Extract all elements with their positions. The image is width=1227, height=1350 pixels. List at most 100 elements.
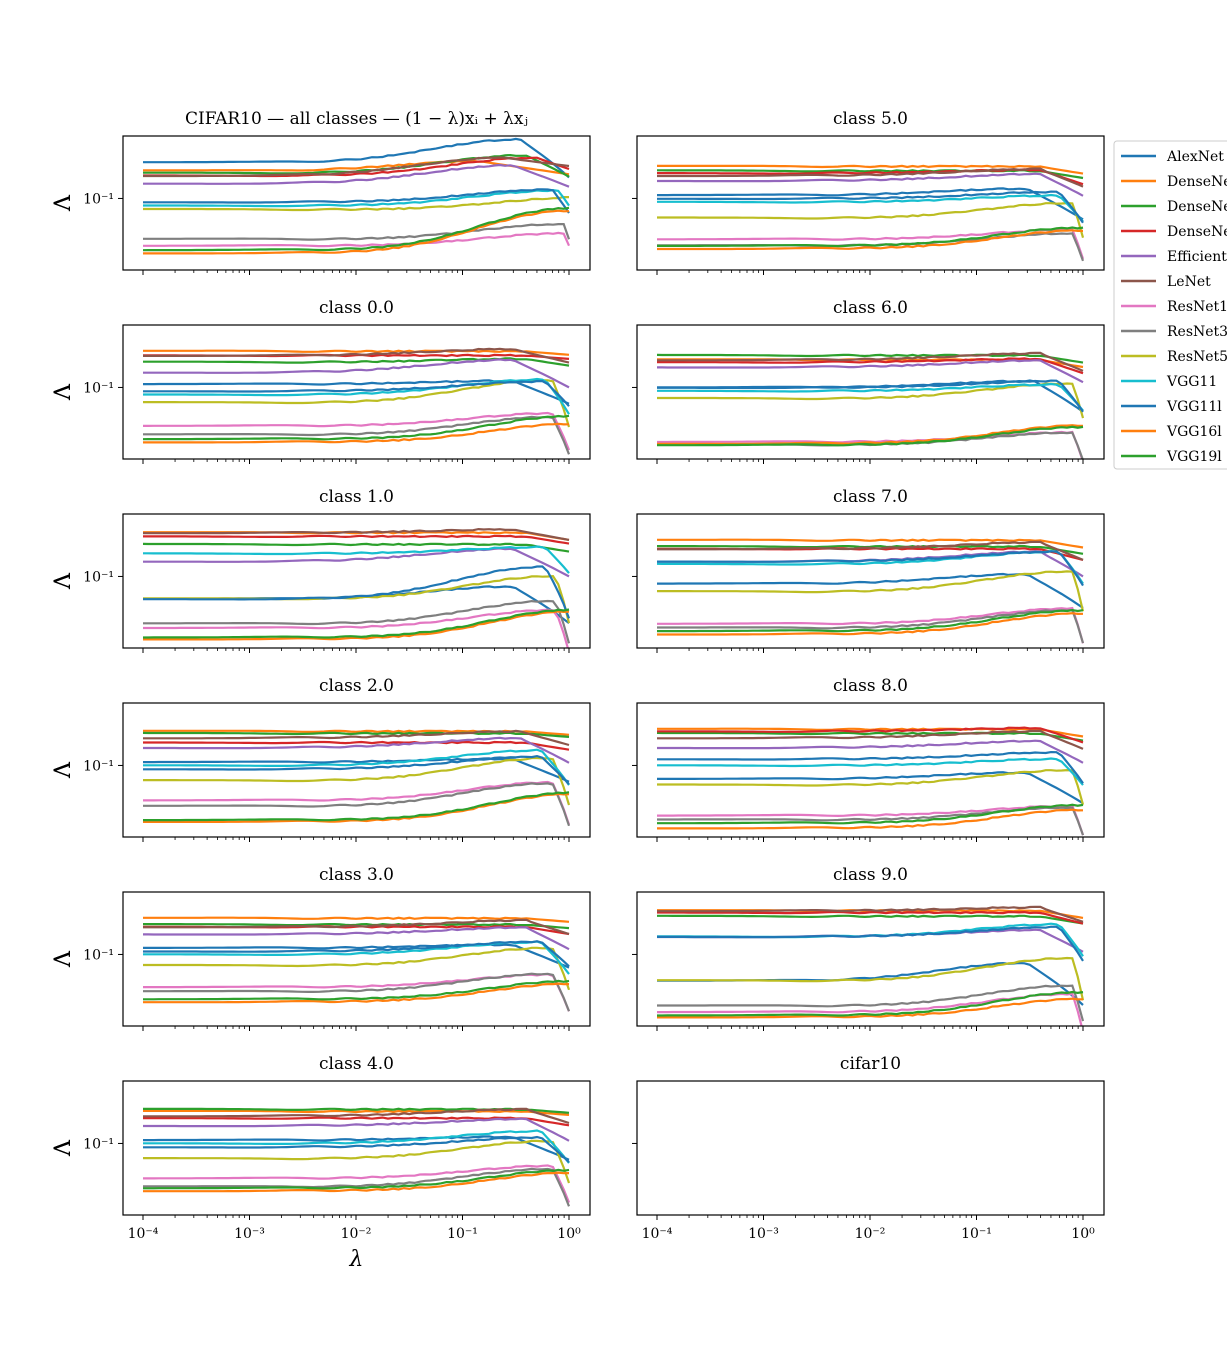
x-tick-label: 10⁻⁴	[642, 1226, 673, 1242]
series-line-1	[143, 916, 570, 923]
x-tick-label: 10⁰	[1071, 1226, 1095, 1242]
subplot-frame	[636, 324, 1105, 460]
y-axis-label: Λ	[51, 1139, 76, 1157]
series-line-5	[143, 527, 570, 541]
series-line-6	[657, 228, 1085, 260]
subplot-frame	[636, 513, 1105, 649]
series-line-4	[143, 736, 570, 764]
series-line-0	[657, 187, 1084, 221]
series-lines	[656, 538, 1085, 644]
series-line-11	[657, 997, 1084, 1019]
series-lines	[142, 527, 571, 648]
series-line-8	[143, 756, 571, 806]
subplot-1: class 5.0 Λ	[51, 109, 1105, 275]
series-line-12	[142, 206, 570, 252]
series-line-2	[142, 542, 570, 553]
series-lines	[143, 916, 571, 1012]
y-axis-label: Λ	[51, 761, 76, 779]
y-axis-label: Λ	[51, 761, 76, 779]
y-axis-label: Λ	[51, 194, 76, 212]
y-axis-label: Λ	[51, 572, 76, 590]
series-line-8	[657, 570, 1085, 612]
series-line-3	[657, 357, 1084, 375]
series-line-4	[657, 928, 1084, 953]
series-line-4	[143, 358, 570, 389]
series-line-12	[143, 608, 570, 639]
series-line-7	[143, 415, 571, 455]
series-line-2	[142, 731, 570, 738]
subplot-title: class 7.0	[833, 487, 908, 507]
series-line-3	[657, 910, 1084, 925]
subplot-2: class 0.0 Λ 10⁻¹	[51, 298, 591, 464]
y-tick-label: 10⁻¹	[83, 569, 114, 585]
series-line-6	[143, 608, 569, 648]
subplot-title: class 0.0	[319, 298, 394, 318]
subplot-10: class 4.0 Λ 10⁻¹ 10⁻⁴ 10⁻³ 10⁻² 10⁻¹ 10⁰	[51, 1054, 591, 1242]
legend-entry: LeNet	[1167, 274, 1211, 290]
subplot-title: class 9.0	[833, 865, 908, 885]
series-line-3	[657, 726, 1084, 744]
subplot-frame	[636, 135, 1105, 271]
series-line-8	[143, 196, 569, 212]
series-line-5	[143, 918, 570, 936]
series-line-8	[143, 378, 571, 428]
series-line-7	[143, 972, 571, 1012]
series-line-3	[143, 534, 570, 545]
series-line-12	[657, 425, 1084, 447]
series-line-9	[143, 748, 570, 786]
x-tick-label: 10⁻¹	[447, 1226, 478, 1242]
series-line-9	[657, 757, 1084, 786]
series-line-7	[657, 608, 1085, 644]
series-line-6	[657, 804, 1085, 836]
series-line-11	[657, 229, 1083, 251]
series-line-5	[657, 905, 1084, 923]
subplot-title: class 2.0	[319, 676, 394, 696]
series-line-11	[143, 1171, 570, 1193]
series-line-0	[143, 943, 570, 969]
series-line-4	[657, 359, 1084, 384]
series-line-0	[657, 771, 1084, 805]
subplot-frame	[122, 1080, 591, 1216]
subplot-3: class 6.0 Λ	[51, 298, 1105, 464]
legend-entry: VGG19l	[1166, 449, 1222, 465]
legend: AlexNet DenseNe DenseNe DenseNe Efficient LeN…	[1113, 140, 1227, 470]
series-line-11	[143, 209, 570, 255]
series-line-3	[143, 1116, 570, 1127]
y-tick-label: 10⁻¹	[83, 380, 114, 396]
series-line-3	[143, 740, 570, 751]
series-line-10	[143, 754, 570, 785]
series-line-0	[143, 757, 570, 783]
y-axis-label: Λ	[51, 383, 76, 401]
x-tick-label: 10⁻²	[341, 1226, 372, 1242]
series-line-12	[657, 226, 1084, 248]
series-line-1	[657, 538, 1084, 549]
x-tick-label: 10⁻³	[748, 1226, 779, 1242]
series-line-6	[143, 780, 571, 825]
y-axis-label: Λ	[51, 383, 76, 401]
series-line-11	[143, 422, 570, 444]
series-line-2	[657, 914, 1084, 925]
series-line-5	[657, 540, 1084, 561]
series-line-12	[657, 608, 1084, 633]
subplot-title: class 5.0	[833, 109, 908, 129]
y-axis-label: Λ	[51, 1139, 76, 1157]
series-line-8	[657, 201, 1085, 238]
legend-entry: VGG16l	[1166, 424, 1222, 440]
series-line-4	[657, 739, 1084, 764]
subplot-frame	[122, 702, 591, 838]
series-line-2	[657, 169, 1084, 180]
subplot-5: class 7.0 Λ	[51, 487, 1105, 653]
series-line-11	[657, 612, 1084, 636]
series-line-1	[657, 164, 1084, 175]
series-line-2	[656, 353, 1084, 364]
subplot-frame	[636, 891, 1105, 1027]
legend-entry: Efficient	[1167, 249, 1227, 265]
series-line-7	[143, 782, 571, 827]
series-line-5	[657, 167, 1084, 188]
series-lines	[657, 164, 1085, 262]
series-line-12	[143, 791, 570, 822]
series-line-10	[143, 379, 570, 407]
series-line-9	[143, 188, 570, 208]
series-line-7	[143, 1167, 571, 1207]
series-line-10	[657, 190, 1084, 224]
